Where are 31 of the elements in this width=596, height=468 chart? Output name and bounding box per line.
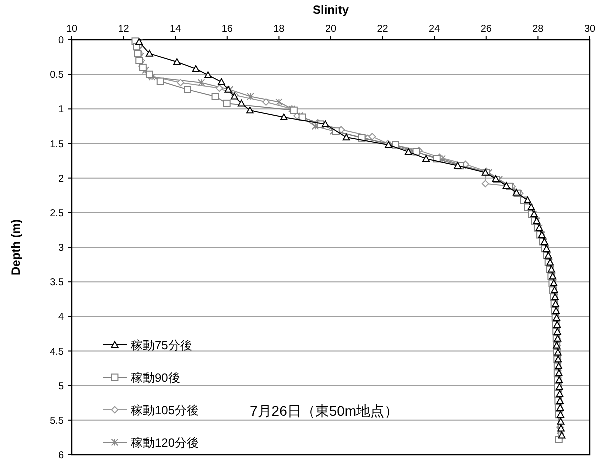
y-tick-label: 3.5 <box>50 278 64 289</box>
x-tick-label: 30 <box>584 24 596 35</box>
y-tick-label: 5 <box>58 381 64 392</box>
x-tick-label: 26 <box>480 24 492 35</box>
legend-label: 稼動75分後 <box>131 338 192 352</box>
x-tick-label: 10 <box>66 24 78 35</box>
x-tick-label: 28 <box>532 24 544 35</box>
x-tick-label: 14 <box>170 24 182 35</box>
x-tick-label: 24 <box>429 24 441 35</box>
y-tick-label: 0 <box>58 36 64 46</box>
y-tick-label: 2 <box>58 174 64 185</box>
annotation: 7月26日（東50m地点） <box>250 403 399 419</box>
legend-label: 稼動120分後 <box>131 436 200 450</box>
x-tick-label: 22 <box>377 24 389 35</box>
y-tick-label: 4.5 <box>50 346 64 358</box>
x-tick-label: 18 <box>274 24 286 35</box>
y-axis-title: Depth (m) <box>9 220 23 276</box>
y-tick-label: 2.5 <box>50 208 64 220</box>
x-tick-label: 20 <box>325 24 337 35</box>
x-tick-label: 16 <box>222 24 234 35</box>
y-tick-label: 4 <box>58 312 64 324</box>
y-tick-label: 6 <box>58 450 64 462</box>
y-tick-label: 5.5 <box>50 416 64 427</box>
y-tick-label: 1.5 <box>50 139 64 150</box>
x-tick-label: 12 <box>118 24 130 35</box>
y-tick-label: 0.5 <box>50 70 64 82</box>
legend-label: 稼動90後 <box>131 371 180 385</box>
y-tick-label: 1 <box>58 104 64 116</box>
y-tick-label: 3 <box>58 243 64 254</box>
x-axis-title: Slinity <box>312 3 350 17</box>
legend-label: 稼動105分後 <box>131 404 200 418</box>
